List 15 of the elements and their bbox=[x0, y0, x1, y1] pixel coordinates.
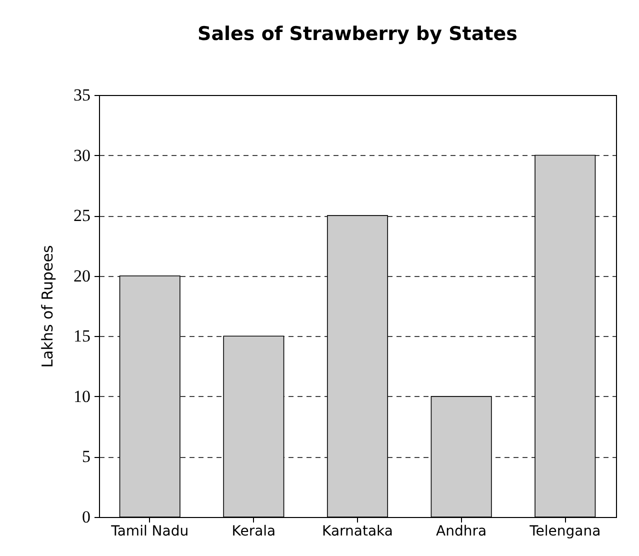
y-tick-label: 30 bbox=[74, 146, 90, 165]
x-tick-label: Andhra bbox=[436, 524, 487, 540]
y-tick-label: 15 bbox=[74, 326, 90, 346]
x-tick-label: Telengana bbox=[528, 524, 601, 540]
chart-title: Sales of Strawberry by States bbox=[198, 23, 518, 45]
y-tick-label: 35 bbox=[74, 86, 90, 104]
y-tick-label: 10 bbox=[74, 386, 90, 406]
x-tick-label: Karnataka bbox=[322, 524, 393, 540]
y-tick-label: 25 bbox=[74, 206, 90, 226]
x-tick-label: Tamil Nadu bbox=[110, 524, 189, 540]
x-tick-label: Kerala bbox=[232, 524, 276, 540]
y-tick-label: 20 bbox=[74, 266, 90, 286]
y-tick-label: 0 bbox=[82, 508, 90, 526]
y-tick-label: 5 bbox=[82, 447, 90, 466]
y-axis-title: Lakhs of Rupees bbox=[38, 245, 56, 368]
